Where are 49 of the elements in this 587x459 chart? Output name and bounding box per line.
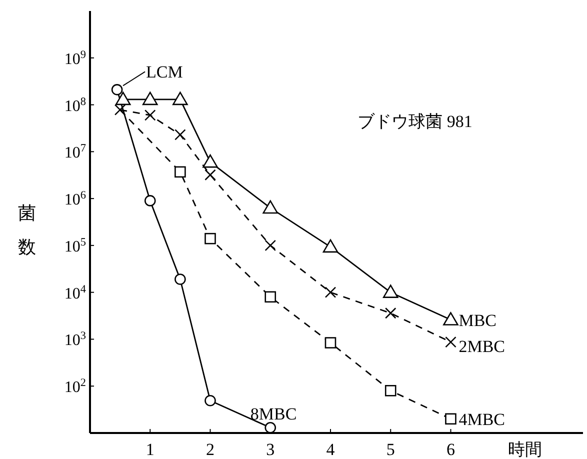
point	[264, 240, 276, 252]
point	[114, 104, 126, 116]
series-label: 4MBC	[458, 410, 506, 429]
point	[202, 154, 218, 168]
y-tick-label: 10$^{5}$	[64, 236, 86, 256]
y-tick-label: 10$^{3}$	[64, 330, 86, 350]
point	[204, 169, 216, 181]
point	[445, 336, 456, 348]
point	[204, 232, 216, 244]
y-tick-label: 10$^{4}$	[64, 283, 86, 302]
point	[384, 307, 396, 319]
series-label: 8MBC	[250, 404, 297, 424]
point	[174, 166, 186, 178]
point	[111, 84, 123, 96]
text: ブドウ球菌 981	[358, 112, 472, 131]
x-tick-label: 1	[146, 440, 154, 459]
y-axis-title: 菌数	[18, 203, 36, 257]
x-tick-label: 4	[326, 440, 336, 459]
series-label: 2MBC	[458, 337, 506, 356]
point	[172, 92, 188, 106]
x-axis-title: 時間	[508, 440, 542, 459]
point	[324, 286, 336, 298]
annotation: LCM	[146, 62, 183, 82]
point	[324, 337, 336, 348]
x-tick-label: 6	[446, 440, 455, 459]
point	[174, 274, 186, 285]
y-tick-label: 10$^{9}$	[64, 48, 86, 68]
point	[115, 92, 131, 106]
point	[262, 200, 278, 214]
point	[204, 394, 216, 406]
point	[322, 239, 338, 253]
y-tick-label: 10$^{8}$	[64, 96, 86, 115]
point	[174, 129, 186, 140]
x-tick-label: 2	[206, 440, 214, 459]
point	[264, 291, 276, 303]
x-tick-label: 5	[386, 440, 395, 459]
point	[445, 413, 456, 425]
y-tick-label: 10$^{6}$	[64, 190, 86, 209]
point	[144, 110, 156, 121]
point	[384, 385, 396, 396]
series-label: MBC	[458, 310, 497, 330]
point	[142, 92, 158, 106]
x-tick-label: 3	[266, 440, 275, 459]
point	[443, 312, 458, 326]
point	[264, 422, 276, 434]
point	[144, 195, 156, 206]
y-tick-label: 10$^{2}$	[64, 377, 86, 396]
y-tick-label: 10$^{7}$	[64, 142, 86, 162]
point	[382, 284, 398, 298]
